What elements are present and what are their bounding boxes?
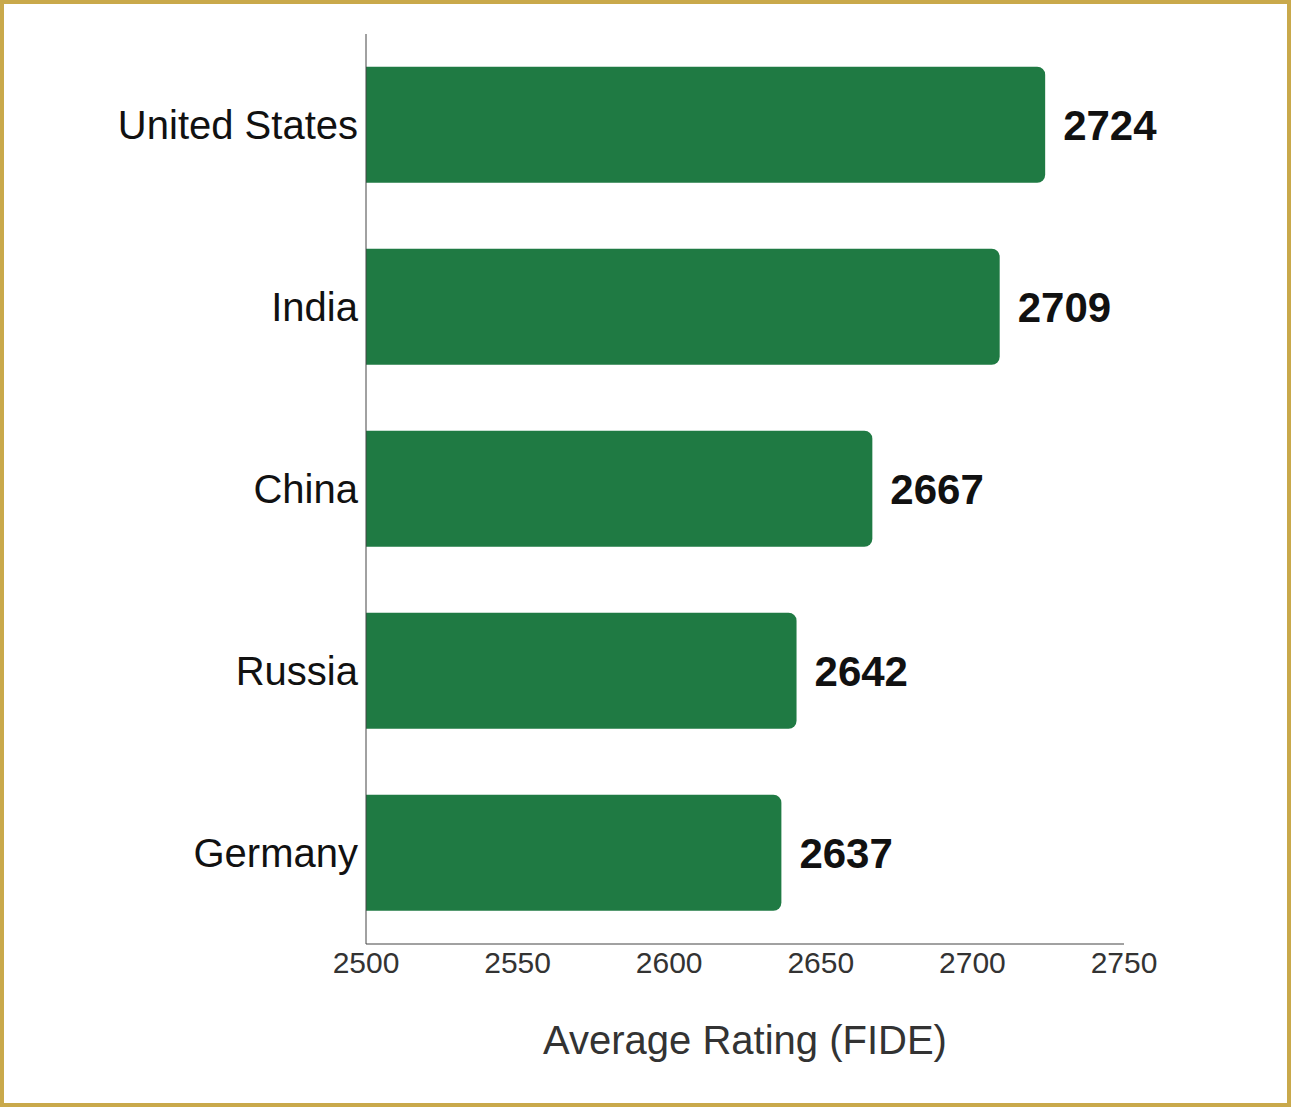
svg-text:2709: 2709	[1018, 284, 1111, 331]
svg-text:Average Rating (FIDE): Average Rating (FIDE)	[543, 1018, 947, 1062]
svg-text:Russia: Russia	[236, 649, 359, 693]
svg-text:2642: 2642	[815, 648, 908, 695]
svg-text:Germany: Germany	[194, 831, 359, 875]
svg-text:United States: United States	[118, 103, 358, 147]
svg-text:2650: 2650	[787, 946, 854, 979]
svg-text:India: India	[271, 285, 358, 329]
svg-text:2700: 2700	[939, 946, 1006, 979]
svg-text:2667: 2667	[890, 466, 983, 513]
svg-text:China: China	[253, 467, 358, 511]
svg-text:2500: 2500	[333, 946, 400, 979]
svg-text:2550: 2550	[484, 946, 551, 979]
svg-text:2750: 2750	[1091, 946, 1158, 979]
svg-text:2600: 2600	[636, 946, 703, 979]
svg-text:2724: 2724	[1063, 102, 1157, 149]
svg-text:2637: 2637	[799, 830, 892, 877]
